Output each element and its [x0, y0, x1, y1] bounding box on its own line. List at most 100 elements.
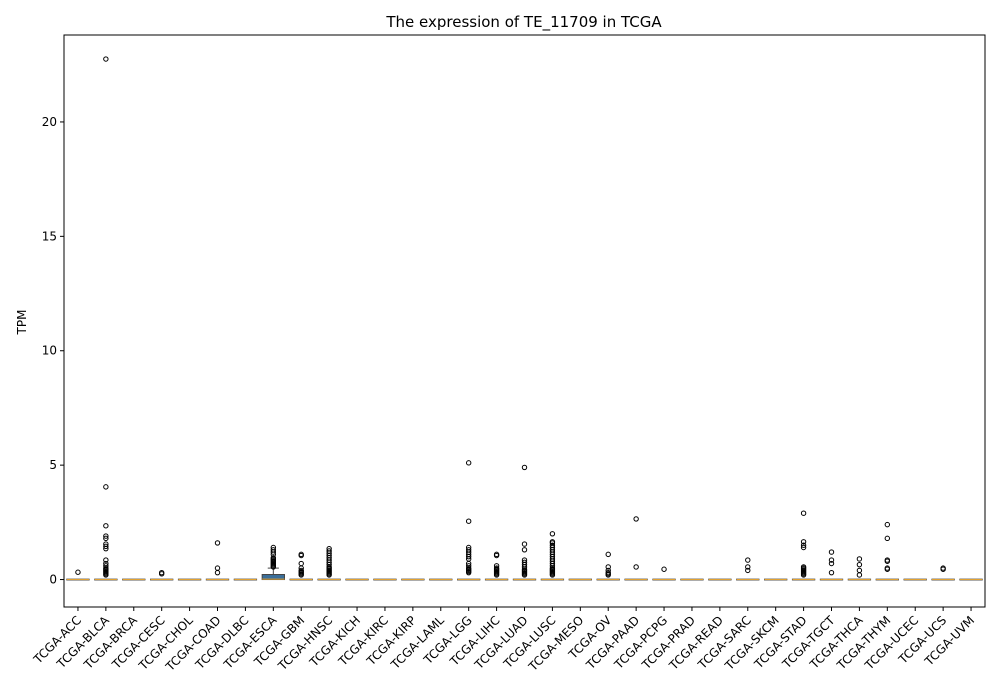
outlier-point: [75, 569, 81, 575]
outlier-point: [465, 569, 472, 576]
outlier-point: [465, 460, 472, 466]
box-group: [791, 510, 816, 581]
outlier-point: [103, 484, 109, 490]
box-group: [736, 557, 760, 581]
outlier-point: [633, 516, 639, 522]
box-group: [233, 578, 258, 581]
box-group: [373, 578, 397, 581]
y-tick-label: 10: [42, 344, 57, 358]
outlier-point: [800, 572, 807, 578]
box-group: [819, 549, 844, 581]
outlier-point: [884, 535, 891, 542]
box-group: [345, 578, 369, 581]
outlier-point: [103, 557, 109, 563]
outlier-point: [800, 510, 807, 516]
outlier-point: [605, 551, 611, 558]
outlier-point: [884, 566, 891, 572]
outlier-point: [465, 553, 472, 560]
box-group: [512, 464, 537, 581]
outlier-point: [158, 571, 165, 577]
y-tick-label: 20: [42, 115, 57, 129]
box-group: [596, 551, 620, 581]
box-group: [903, 578, 927, 581]
box-group: [680, 578, 704, 581]
outlier-point: [103, 535, 109, 542]
outlier-point: [103, 523, 109, 529]
outlier-point: [800, 544, 807, 551]
outlier-point: [549, 572, 556, 578]
outlier-point: [326, 572, 332, 578]
outlier-point: [828, 557, 835, 563]
outlier-point: [800, 542, 807, 548]
box-group: [457, 460, 481, 581]
outlier-point: [856, 561, 863, 568]
y-tick-label: 15: [42, 229, 57, 243]
box-group: [847, 556, 872, 581]
box-group: [568, 578, 592, 581]
box-group: [401, 578, 425, 581]
box-group: [94, 56, 118, 581]
chart-title: The expression of TE_11709 in TCGA: [385, 13, 662, 32]
box-group: [484, 551, 509, 581]
box-group: [205, 540, 230, 581]
outlier-point: [828, 560, 835, 567]
outlier-point: [214, 569, 221, 576]
box-group: [931, 565, 955, 581]
y-tick-label: 5: [49, 458, 57, 472]
box-group: [652, 566, 676, 581]
outlier-point: [884, 521, 891, 528]
y-tick-label: 0: [49, 573, 57, 587]
box-group: [150, 569, 174, 581]
outlier-point: [103, 56, 109, 62]
box-group: [959, 578, 983, 581]
box-group: [122, 578, 146, 581]
box-group: [875, 521, 899, 581]
outlier-point: [465, 518, 472, 524]
outlier-point: [521, 464, 528, 471]
outlier-point: [605, 564, 611, 570]
outlier-point: [828, 569, 835, 576]
outlier-point: [298, 552, 304, 559]
outlier-point: [214, 540, 221, 546]
box-group: [317, 545, 341, 581]
outlier-point: [493, 572, 500, 578]
outlier-point: [103, 533, 109, 539]
outlier-point: [103, 545, 109, 552]
outlier-point: [549, 531, 556, 537]
box-group: [429, 578, 453, 581]
outlier-point: [521, 547, 528, 553]
box-group: [624, 516, 648, 581]
outlier-point: [856, 572, 863, 578]
outlier-point: [745, 564, 751, 570]
outlier-point: [103, 543, 109, 550]
outlier-point: [270, 549, 277, 555]
outlier-point: [745, 567, 751, 574]
box-group: [261, 544, 285, 581]
box-group: [708, 578, 732, 581]
outlier-point: [661, 566, 667, 572]
outlier-point: [800, 539, 807, 545]
box-group: [66, 569, 90, 581]
outlier-point: [940, 566, 946, 572]
outlier-point: [521, 572, 528, 578]
y-axis-label: TPM: [15, 310, 29, 336]
box-group: [540, 531, 565, 581]
outlier-point: [103, 572, 109, 578]
outlier-point: [884, 558, 891, 564]
box-group: [764, 578, 788, 581]
plot-area: [66, 56, 983, 581]
box-group: [177, 578, 202, 581]
outlier-point: [856, 556, 863, 562]
box-group: [289, 551, 313, 581]
outlier-point: [745, 557, 751, 563]
outlier-point: [828, 549, 835, 555]
outlier-point: [521, 541, 528, 547]
outlier-point: [493, 552, 500, 559]
outlier-point: [270, 564, 277, 570]
outlier-point: [298, 572, 304, 578]
outlier-point: [633, 564, 639, 570]
outlier-point: [605, 572, 611, 578]
